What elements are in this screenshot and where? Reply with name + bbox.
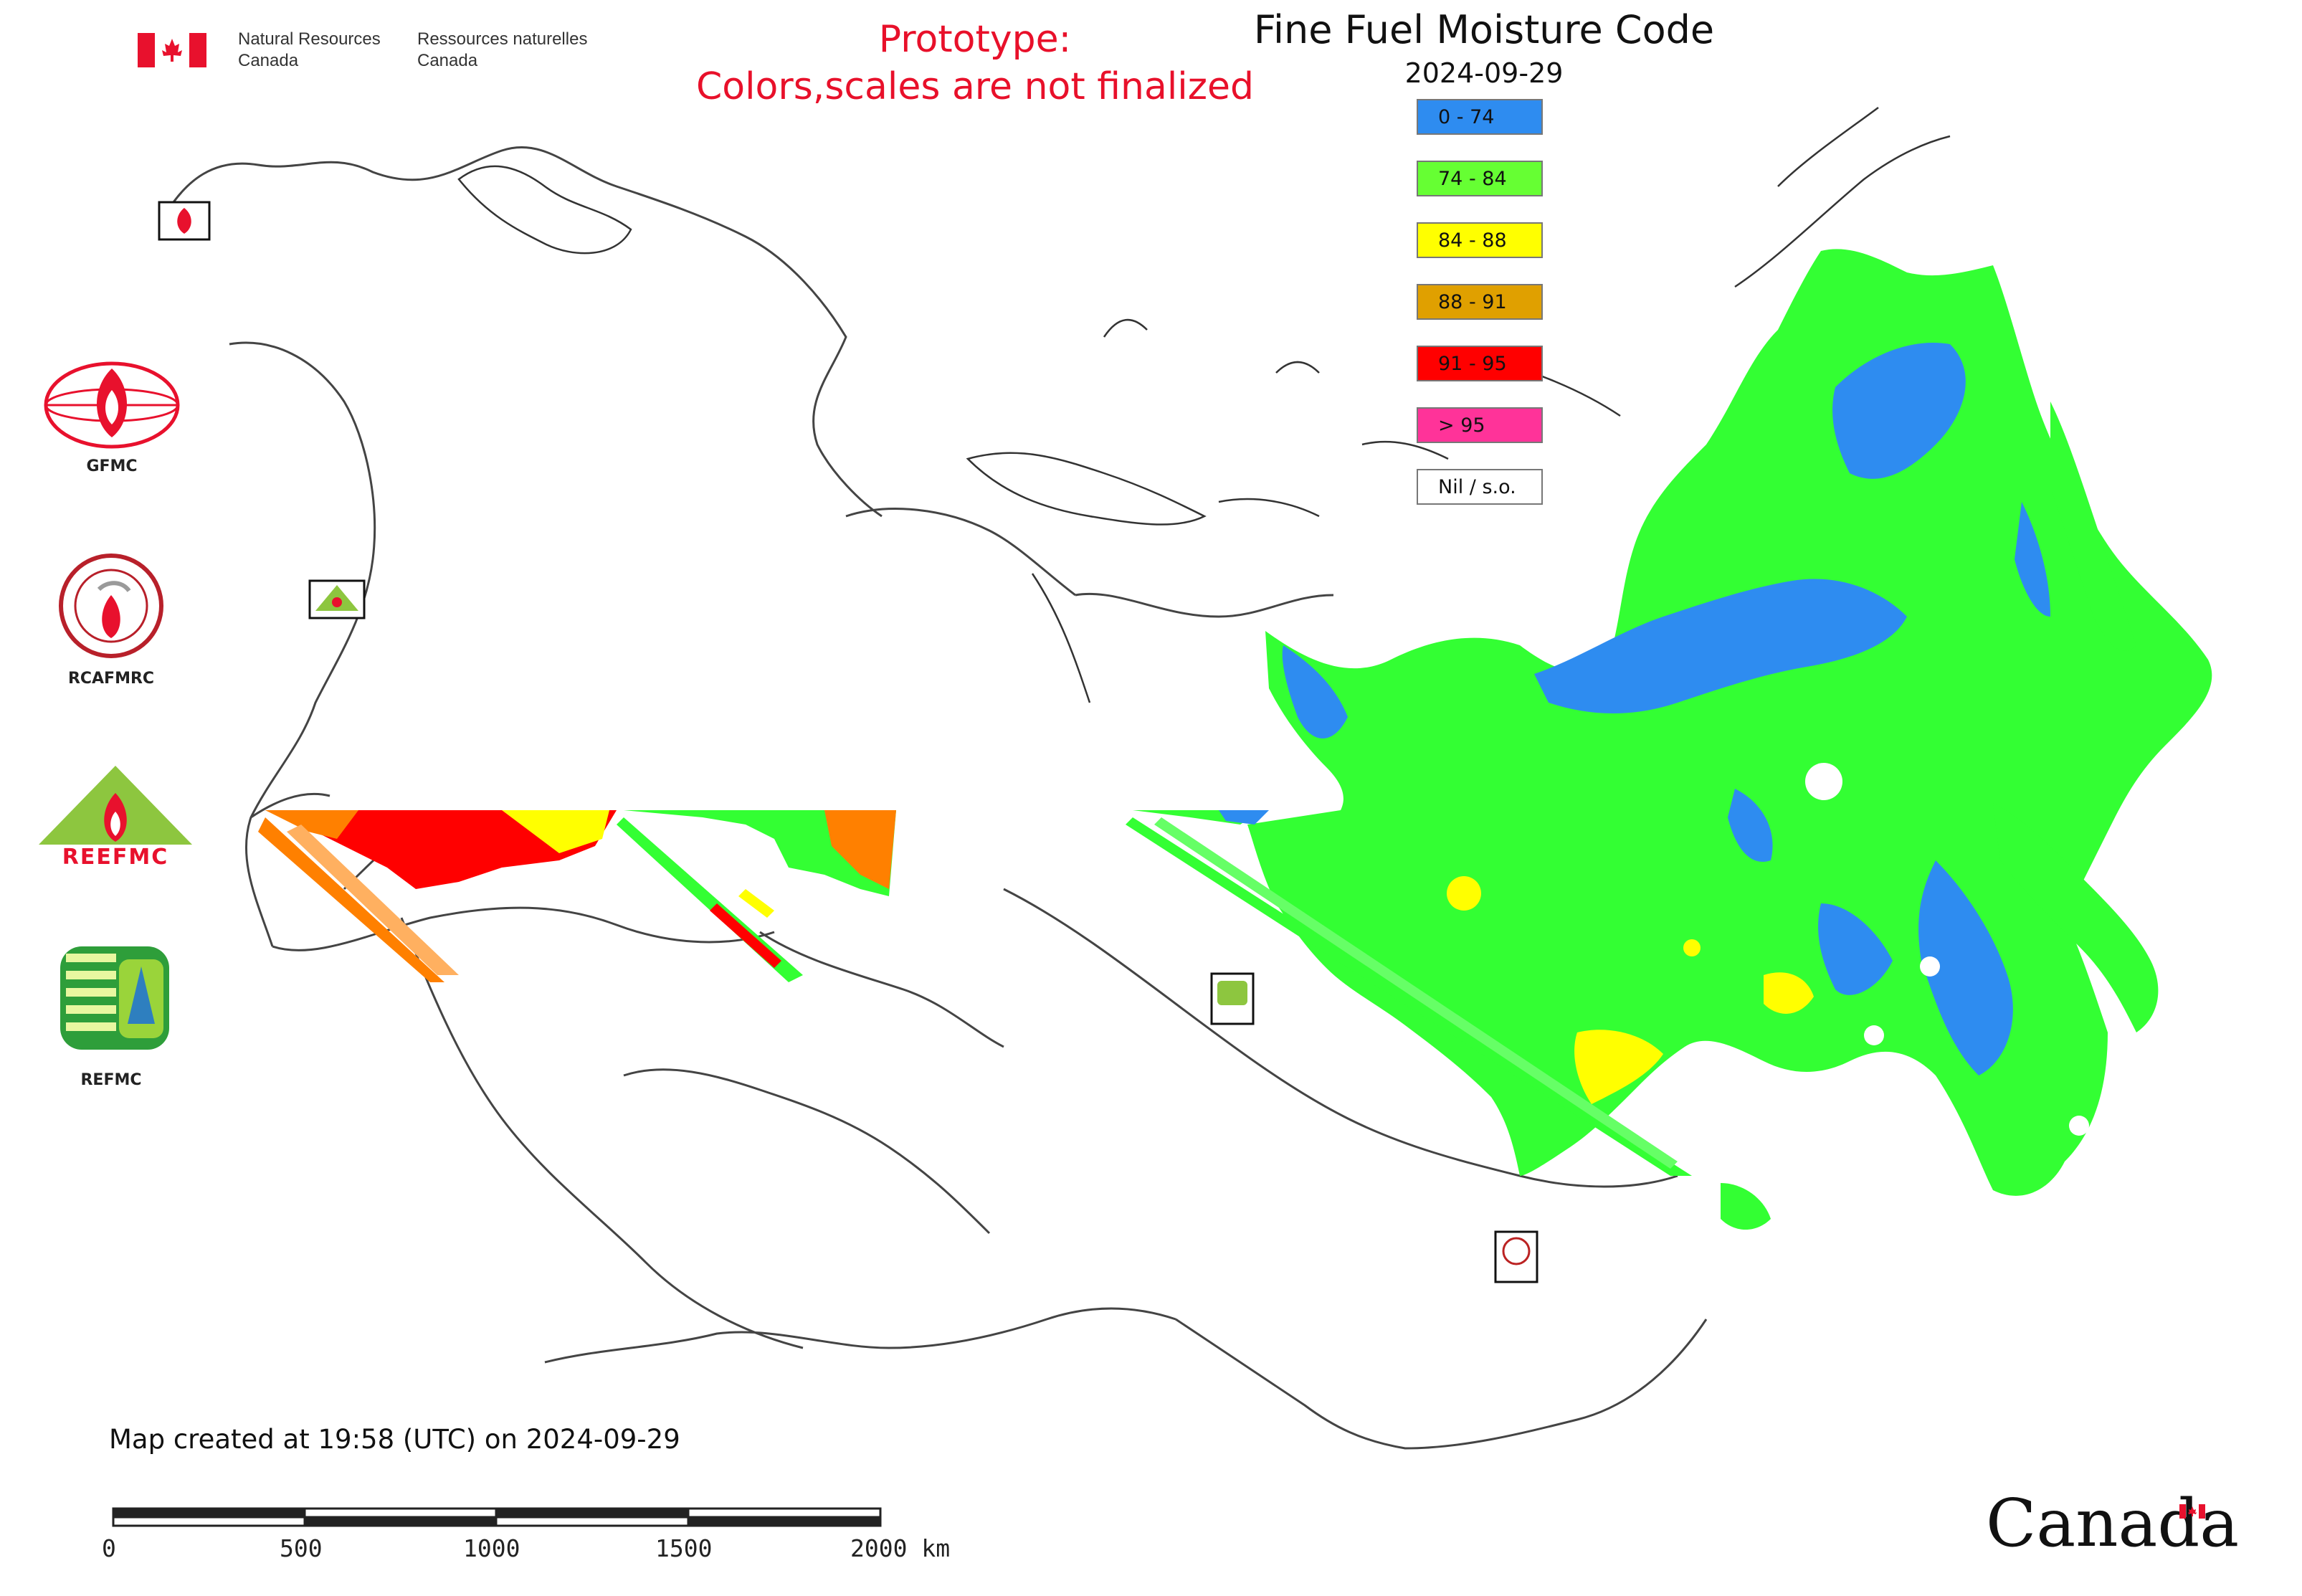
canada-flag-icon (138, 33, 206, 67)
legend-item-nil: Nil / s.o. (1417, 469, 1543, 505)
scale-label-0: 0 (102, 1534, 116, 1562)
legend-item-88-91: 88 - 91 (1417, 284, 1543, 320)
legend-label: Nil / s.o. (1438, 475, 1516, 498)
refmc-label: REFMC (80, 1071, 142, 1089)
no-data-spot (2069, 1116, 2089, 1136)
legend-item-84-88: 84 - 88 (1417, 222, 1543, 258)
map-date: 2024-09-29 (1404, 57, 1564, 89)
scale-label-1000: 1000 (463, 1534, 520, 1562)
map-badge-refmc (1210, 972, 1255, 1025)
legend-item-91-95: 91 - 95 (1417, 346, 1543, 381)
legend-label: 91 - 95 (1438, 352, 1507, 375)
map-created-note: Map created at 19:58 (UTC) on 2024-09-29 (109, 1424, 680, 1455)
ffmc-region-74-84-south-island (1721, 1183, 1771, 1230)
refmc-logo (59, 945, 171, 1051)
map-badge-rcafmrc (1494, 1230, 1538, 1283)
agency-en-line1: Natural Resources (238, 29, 381, 49)
canada-wordmark: Canada (1986, 1484, 2240, 1563)
ffmc-region-0-74-g (2015, 502, 2050, 617)
scale-label-2000: 2000 km (850, 1534, 951, 1562)
ffmc-stripes-west (258, 810, 617, 982)
legend-label: 74 - 84 (1438, 167, 1507, 190)
ffmc-region-0-74-f (1728, 789, 1773, 862)
ffmc-region-0-74-c (1918, 860, 2013, 1075)
canada-wordmark-text: Canada (1986, 1485, 2240, 1562)
legend-label: 0 - 74 (1438, 105, 1495, 128)
ffmc-region-84-88-c (1447, 876, 1481, 911)
legend-label: > 95 (1438, 414, 1485, 437)
rcafmrc-label: RCAFMRC (67, 670, 155, 688)
scale-label-1500: 1500 (655, 1534, 713, 1562)
agency-fr-line1: Ressources naturelles (417, 29, 588, 49)
ffmc-region-0-74-e (1282, 645, 1348, 738)
legend-label: 84 - 88 (1438, 229, 1507, 252)
agency-en-line2: Canada (238, 51, 299, 70)
legend-label: 88 - 91 (1438, 290, 1507, 313)
gfmc-label: GFMC (86, 457, 138, 475)
ffmc-region-0-74 (1534, 579, 1907, 713)
reefmc-logo: REEFMC (37, 764, 194, 872)
rcafmrc-logo (57, 552, 165, 660)
legend-item-74-84: 74 - 84 (1417, 161, 1543, 196)
ffmc-region-84-88-b (1764, 972, 1814, 1014)
scale-bar-fills (113, 1509, 880, 1526)
ffmc-region-74-84-east (1993, 803, 2159, 1032)
agency-name-fr: Ressources naturelles Canada (417, 29, 587, 72)
prototype-line1: Prototype: (878, 18, 1072, 61)
map-title: Fine Fuel Moisture Code (1253, 7, 1715, 52)
legend-item-0-74: 0 - 74 (1417, 99, 1543, 135)
ffmc-data-regions (258, 249, 2212, 1230)
agency-name-en: Natural Resources Canada (238, 29, 381, 72)
ffmc-region-74-84 (1247, 249, 2212, 1196)
prototype-line2: Colors,scales are not finalized (695, 65, 1255, 108)
country-borders (163, 146, 1708, 1450)
no-data-spot (1805, 763, 1842, 800)
agency-fr-line2: Canada (417, 51, 478, 70)
ffmc-region-0-74-d (1818, 903, 1893, 995)
no-data-spot (1864, 1025, 1884, 1045)
gfmc-logo (40, 358, 184, 452)
prototype-notice: Prototype: Colors,scales are not finaliz… (688, 16, 1262, 110)
no-data-spot (1692, 1111, 1715, 1134)
ffmc-region-84-88-d (1683, 939, 1701, 956)
no-data-spot (1920, 956, 1940, 977)
map-badge-reefmc (308, 579, 366, 619)
reefmc-wordmark: REEFMC (62, 845, 169, 870)
legend-item-gt-95: > 95 (1417, 407, 1543, 443)
ffmc-region-84-88 (1574, 1030, 1663, 1104)
ffmc-stripes-mid (617, 810, 896, 982)
ffmc-region-0-74-b (1832, 343, 1966, 479)
ffmc-stripes-east (1126, 810, 1692, 1176)
ffmc-region-74-84-sakhalin (2050, 402, 2136, 651)
scale-label-500: 500 (280, 1534, 323, 1562)
canada-wordmark-flag-icon (2179, 1504, 2205, 1519)
map-badge-gfmc (158, 201, 211, 241)
